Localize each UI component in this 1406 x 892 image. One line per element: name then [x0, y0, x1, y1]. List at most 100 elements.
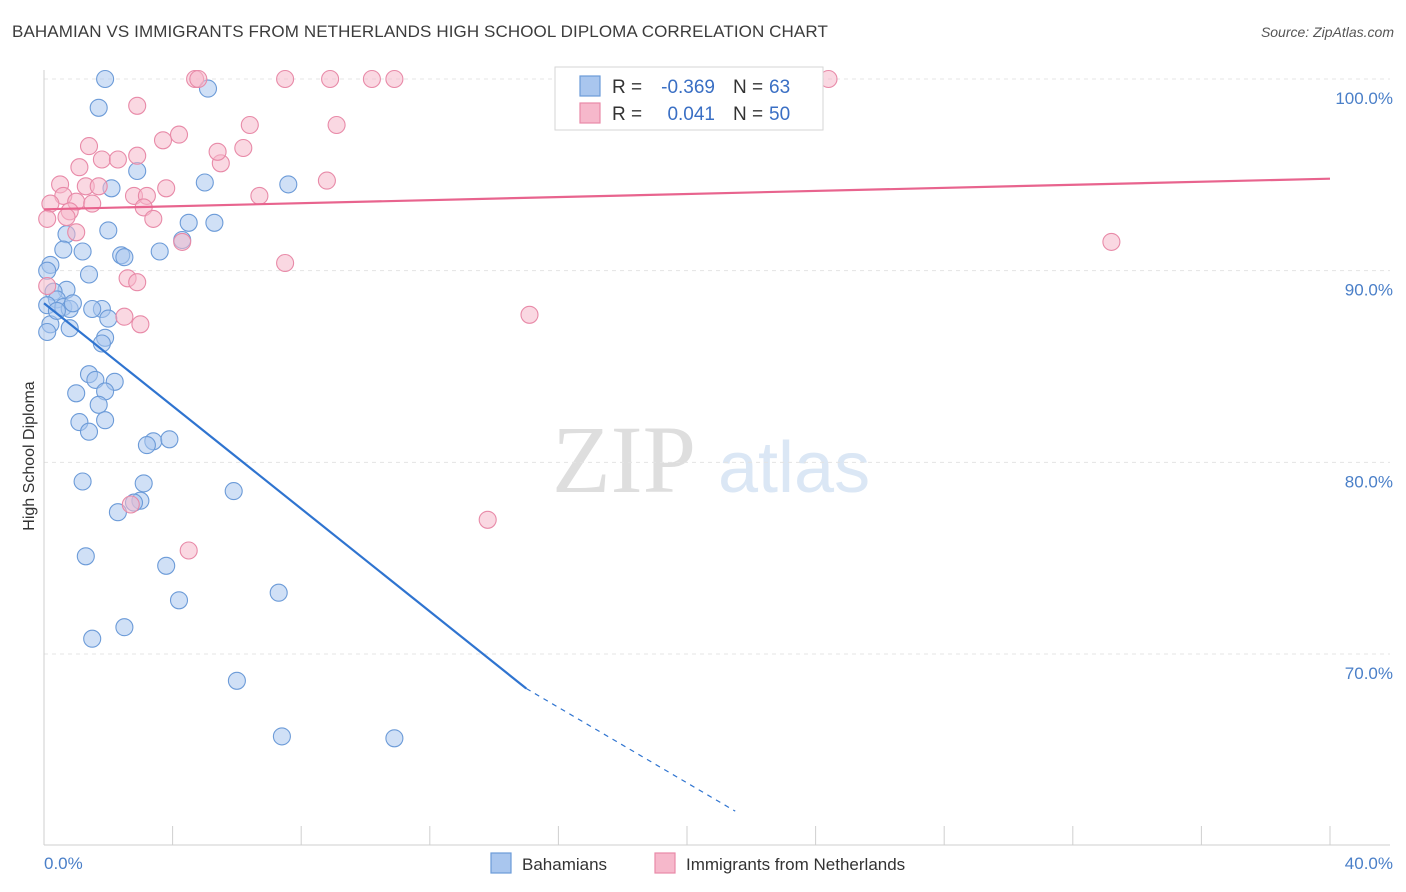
bahamians-point-55 — [227, 671, 246, 690]
netherlands-point-19 — [317, 171, 336, 190]
bahamians-point-28 — [60, 319, 79, 338]
stats-box: R = -0.369 N = 63 R = 0.041 N = 50 — [554, 66, 824, 131]
netherlands-point-47 — [121, 495, 140, 514]
bahamians-point-12 — [54, 240, 73, 259]
legend: Bahamians Immigrants from Netherlands — [490, 852, 905, 874]
netherlands-point-13 — [234, 138, 253, 158]
bahamians-point-53 — [115, 618, 134, 637]
netherlands-trend-line — [43, 177, 1331, 211]
bahamians-point-13 — [73, 242, 92, 261]
netherlands-point-35 — [38, 209, 57, 228]
bahamians-point-59 — [83, 299, 102, 319]
stats-r-label-bahamians: R = — [612, 77, 642, 98]
bahamians-point-9 — [99, 221, 118, 240]
stats-swatch-netherlands — [579, 102, 601, 124]
y-tick-labels: 70.0% 80.0% 90.0% 100.0% — [1335, 89, 1393, 683]
bahamians-point-51 — [269, 583, 288, 602]
bahamians-point-14 — [150, 242, 169, 261]
bahamians-point-16 — [115, 248, 134, 267]
bahamians-point-50 — [157, 556, 176, 575]
netherlands-point-15 — [92, 150, 111, 169]
bahamians-point-58 — [47, 301, 66, 320]
source-credit: Source: ZipAtlas.com — [1260, 24, 1394, 40]
netherlands-point-11 — [153, 131, 173, 150]
netherlands-point-34 — [144, 209, 163, 228]
netherlands-point-45 — [131, 315, 150, 334]
y-tick-label-90: 90.0% — [1345, 281, 1393, 300]
netherlands-point-36 — [67, 223, 86, 242]
netherlands-point-3 — [321, 69, 340, 89]
bahamians-trend-extension — [525, 687, 736, 812]
netherlands-point-12 — [79, 137, 99, 156]
bahamians-point-40 — [79, 422, 99, 441]
bahamians-point-60 — [63, 294, 82, 313]
netherlands-point-9 — [327, 115, 346, 135]
legend-swatch-netherlands — [654, 852, 676, 874]
stats-r-value-netherlands: 0.041 — [667, 104, 715, 125]
netherlands-point-33 — [57, 207, 76, 227]
netherlands-point-22 — [89, 177, 108, 196]
netherlands-point-48 — [179, 541, 198, 560]
bahamians-point-37 — [89, 395, 108, 414]
bahamians-point-4 — [195, 173, 214, 192]
stats-swatch-bahamians — [579, 75, 601, 97]
legend-label-bahamians: Bahamians — [522, 855, 607, 874]
legend-swatch-bahamians — [490, 852, 512, 874]
y-tick-label-100: 100.0% — [1335, 89, 1393, 108]
bahamians-point-3 — [128, 161, 147, 181]
bahamians-point-52 — [169, 591, 189, 610]
netherlands-point-5 — [385, 69, 404, 89]
trend-lines — [43, 177, 1331, 812]
y-tick-label-70: 70.0% — [1345, 664, 1393, 683]
netherlands-point-1 — [189, 69, 208, 89]
bahamians-point-56 — [272, 727, 291, 746]
watermark-zip: ZIP — [552, 406, 696, 513]
bahamians-point-0 — [96, 69, 115, 89]
gridlines — [44, 78, 1390, 655]
netherlands-point-16 — [108, 150, 127, 169]
netherlands-point-49 — [208, 142, 227, 161]
bahamians-point-34 — [86, 370, 105, 389]
netherlands-point-42 — [38, 276, 57, 296]
netherlands-point-37 — [173, 232, 192, 251]
netherlands-point-38 — [1102, 232, 1121, 251]
chart-title: BAHAMIAN VS IMMIGRANTS FROM NETHERLANDS … — [12, 22, 828, 41]
bahamians-trend-line — [43, 302, 527, 690]
netherlands-point-8 — [240, 115, 259, 135]
stats-r-value-bahamians: -0.369 — [661, 77, 715, 98]
bahamians-point-44 — [134, 474, 153, 493]
bahamians-point-57 — [385, 729, 404, 748]
netherlands-point-30 — [83, 194, 102, 213]
bahamians-point-5 — [279, 175, 298, 194]
stats-r-label-netherlands: R = — [612, 104, 642, 125]
bahamians-point-2 — [89, 98, 108, 117]
bahamians-point-39 — [96, 411, 115, 430]
watermark-atlas: atlas — [718, 428, 870, 508]
axes — [43, 70, 1390, 846]
netherlands-point-14 — [128, 146, 147, 165]
netherlands-point-41 — [128, 273, 147, 292]
netherlands-point-46 — [478, 510, 497, 529]
bahamians-point-43 — [73, 472, 92, 491]
netherlands-point-44 — [115, 307, 134, 326]
netherlands-point-39 — [276, 253, 295, 273]
bahamians-point-54 — [83, 629, 102, 648]
netherlands-point-18 — [70, 158, 89, 177]
netherlands-point-27 — [250, 186, 269, 205]
y-tick-label-80: 80.0% — [1345, 472, 1393, 491]
x-ticks — [43, 826, 1331, 845]
netherlands-point-4 — [362, 69, 381, 89]
netherlands-point-10 — [169, 125, 189, 144]
bahamians-point-36 — [67, 384, 86, 403]
bahamians-point-29 — [38, 322, 57, 342]
netherlands-point-7 — [128, 96, 147, 115]
bahamians-point-8 — [179, 213, 198, 232]
bahamians-point-7 — [205, 213, 224, 232]
bahamians-point-62 — [137, 436, 156, 455]
legend-label-netherlands: Immigrants from Netherlands — [686, 855, 905, 874]
stats-n-value-bahamians: 63 — [769, 77, 790, 98]
netherlands-point-23 — [157, 179, 176, 198]
stats-n-value-netherlands: 50 — [769, 104, 790, 125]
stats-n-label-netherlands: N = — [733, 104, 763, 125]
